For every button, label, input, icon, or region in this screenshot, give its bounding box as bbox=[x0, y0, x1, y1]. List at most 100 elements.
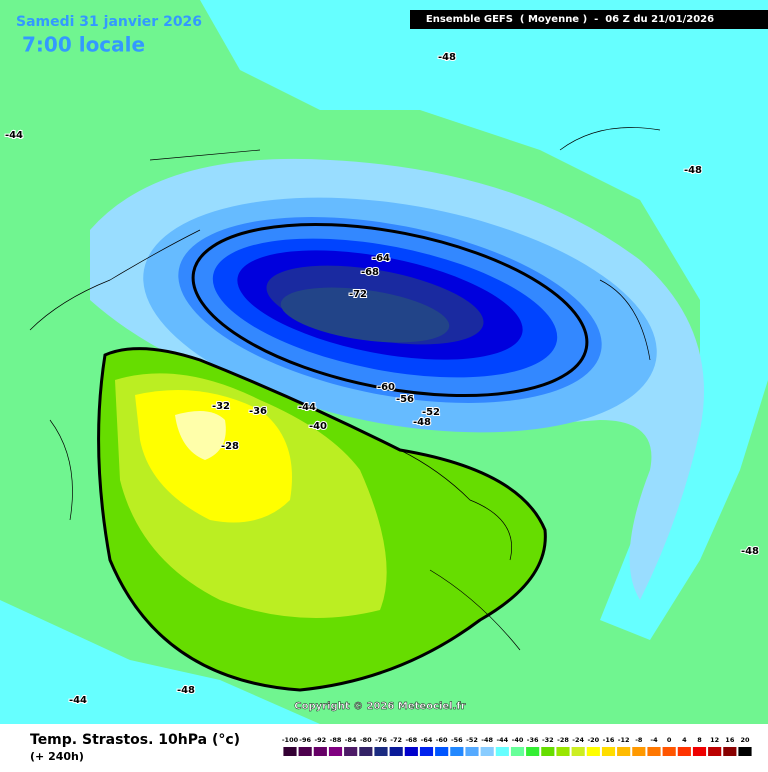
scale-swatch bbox=[662, 747, 676, 756]
scale-swatch bbox=[374, 747, 388, 756]
color-scale: -100 -96 -92 -88 -84 -80 -76 -72 -68 -64 -60 -56 -52… bbox=[282, 736, 752, 756]
region-warm bbox=[175, 411, 226, 460]
scale-swatch bbox=[344, 747, 358, 756]
contour-label: -40 bbox=[309, 421, 327, 432]
scale-label: -24 bbox=[572, 736, 584, 744]
contour-label: -28 bbox=[221, 441, 239, 452]
contour-label: -60 bbox=[377, 382, 395, 393]
scale-label: -36 bbox=[527, 736, 539, 744]
scale-label: 0 bbox=[667, 736, 672, 744]
contour-label: -36 bbox=[249, 406, 267, 417]
local-time: 7:00 locale bbox=[22, 33, 145, 57]
contour-label: -48 bbox=[177, 685, 195, 696]
scale-label: -20 bbox=[587, 736, 599, 744]
scale-swatch bbox=[617, 747, 631, 756]
scale-label: -12 bbox=[618, 736, 630, 744]
scale-label: -32 bbox=[542, 736, 554, 744]
region-cold bbox=[0, 600, 320, 724]
contour-label: -48 bbox=[684, 165, 702, 176]
run-info: Ensemble GEFS ( Moyenne ) - 06 Z du 21/0… bbox=[426, 14, 714, 25]
scale-label: -92 bbox=[314, 736, 326, 744]
scale-swatch bbox=[404, 747, 418, 756]
scale-swatch bbox=[435, 747, 449, 756]
contour-label: -56 bbox=[396, 394, 414, 405]
scale-label: -60 bbox=[436, 736, 448, 744]
region-warm bbox=[135, 390, 292, 523]
scale-label: -4 bbox=[650, 736, 658, 744]
scale-label: -88 bbox=[330, 736, 342, 744]
scale-label: 4 bbox=[682, 736, 687, 744]
scale-swatch bbox=[632, 747, 646, 756]
map bbox=[0, 0, 768, 724]
scale-label: -40 bbox=[512, 736, 524, 744]
scale-label: -16 bbox=[603, 736, 615, 744]
scale-label: -8 bbox=[635, 736, 643, 744]
scale-label: -96 bbox=[299, 736, 311, 744]
scale-label: 8 bbox=[697, 736, 702, 744]
footer-lead: (+ 240h) bbox=[30, 750, 84, 763]
scale-label: 20 bbox=[740, 736, 750, 744]
date-title: Samedi 31 janvier 2026 bbox=[16, 14, 202, 30]
scale-swatch bbox=[389, 747, 403, 756]
scale-swatch bbox=[647, 747, 661, 756]
scale-swatch bbox=[541, 747, 555, 756]
contour-label: -44 bbox=[298, 402, 316, 413]
scale-swatch bbox=[298, 747, 312, 756]
scale-label: -48 bbox=[481, 736, 493, 744]
scale-label: -68 bbox=[405, 736, 417, 744]
scale-swatch bbox=[495, 747, 509, 756]
contour-label: -68 bbox=[361, 267, 379, 278]
contour-thick bbox=[191, 222, 589, 398]
contour-label: -48 bbox=[438, 52, 456, 63]
scale-swatch bbox=[510, 747, 525, 756]
scale-swatch bbox=[465, 747, 479, 756]
scale-label: -76 bbox=[375, 736, 387, 744]
scale-label: 12 bbox=[710, 736, 719, 744]
scale-swatch bbox=[677, 747, 691, 756]
scale-swatch bbox=[283, 747, 297, 756]
contour-label: -32 bbox=[212, 401, 230, 412]
footer-title: Temp. Strastos. 10hPa (°c) bbox=[30, 732, 240, 748]
contour-label: -64 bbox=[372, 253, 390, 264]
contour-label: -44 bbox=[69, 695, 87, 706]
region-cold bbox=[200, 0, 768, 640]
scale-label: -64 bbox=[421, 736, 433, 744]
scale-label: -56 bbox=[451, 736, 463, 744]
contour-label: -72 bbox=[349, 289, 367, 300]
scale-swatch bbox=[601, 747, 616, 756]
scale-swatch bbox=[419, 747, 434, 756]
scale-label: -28 bbox=[557, 736, 569, 744]
scale-swatch bbox=[359, 747, 373, 756]
scale-label: -52 bbox=[466, 736, 478, 744]
contour-label: -48 bbox=[741, 546, 759, 557]
contour-labels: -48-44-48-64-68-72-60-56-52-48-44-40-36-… bbox=[4, 51, 760, 707]
scale-label: -44 bbox=[496, 736, 508, 744]
scale-label: -72 bbox=[390, 736, 402, 744]
scale-swatch bbox=[738, 747, 752, 756]
footer bbox=[0, 724, 768, 768]
coastlines bbox=[29, 127, 661, 651]
scale-swatch bbox=[526, 747, 540, 756]
copyright: Copyright © 2026 Meteociel.fr bbox=[294, 701, 465, 712]
region-cold bbox=[280, 287, 450, 343]
contour-label: -44 bbox=[5, 130, 23, 141]
scale-swatch bbox=[586, 747, 600, 756]
scale-swatch bbox=[571, 747, 585, 756]
scale-swatch bbox=[723, 747, 737, 756]
run-box bbox=[410, 10, 768, 29]
scale-swatch bbox=[450, 747, 464, 756]
scale-swatch bbox=[708, 747, 722, 756]
scale-swatch bbox=[328, 747, 343, 756]
scale-swatch bbox=[480, 747, 494, 756]
contour-label: -52 bbox=[422, 407, 440, 418]
coastline bbox=[29, 127, 661, 651]
scale-label: 16 bbox=[725, 736, 735, 744]
contour-label: -48 bbox=[413, 417, 431, 428]
scale-swatch bbox=[556, 747, 570, 756]
scale-label: -100 bbox=[282, 736, 299, 744]
scale-swatch bbox=[692, 747, 707, 756]
scale-label: -80 bbox=[360, 736, 372, 744]
scale-label: -84 bbox=[345, 736, 357, 744]
scale-swatch bbox=[313, 747, 327, 756]
